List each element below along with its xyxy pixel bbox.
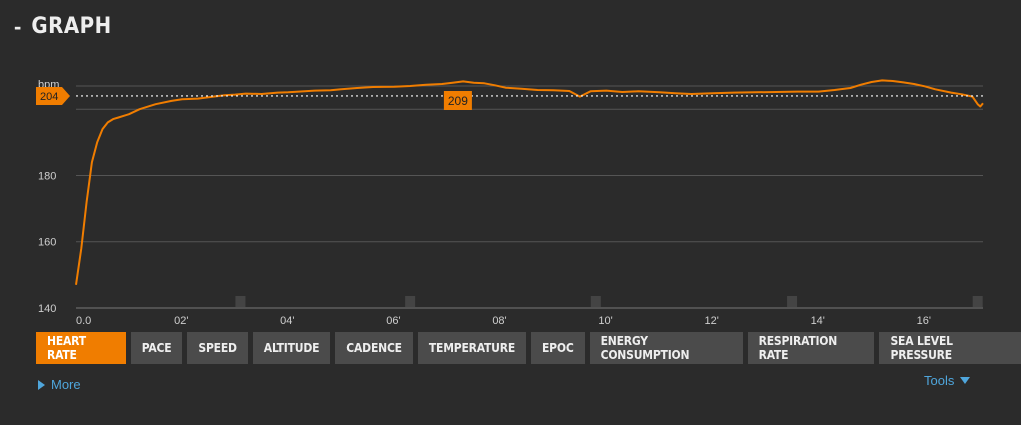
more-link[interactable]: More bbox=[38, 377, 81, 392]
metric-button-pace[interactable]: PACE bbox=[130, 332, 183, 364]
more-label: More bbox=[51, 377, 81, 392]
x-tick-2: 02' bbox=[174, 315, 188, 327]
metric-button-altitude[interactable]: ALTITUDE bbox=[252, 332, 331, 364]
triangle-down-icon bbox=[960, 377, 971, 384]
lap-marker-0 bbox=[235, 296, 246, 307]
x-tick-0: 0.0 bbox=[76, 315, 91, 327]
metric-button-cadence[interactable]: CADENCE bbox=[335, 332, 413, 364]
section-title: GRAPH bbox=[31, 14, 112, 39]
x-tick-6: 06' bbox=[386, 315, 400, 327]
heart-rate-series-line bbox=[75, 79, 984, 285]
tools-label: Tools bbox=[924, 373, 955, 388]
lap-marker-1 bbox=[405, 296, 416, 307]
graph-header: - GRAPH bbox=[14, 14, 112, 39]
max-value-label: 209 bbox=[448, 94, 468, 108]
tools-dropdown[interactable]: Tools bbox=[924, 373, 971, 388]
metric-button-speed[interactable]: SPEED bbox=[187, 332, 248, 364]
max-badge bbox=[443, 91, 472, 110]
lap-marker-4 bbox=[972, 296, 983, 307]
metric-button-sea-level-pressure[interactable]: SEA LEVEL PRESSURE bbox=[879, 332, 1021, 364]
lap-marker-3 bbox=[787, 296, 798, 307]
lap-marker-2 bbox=[590, 296, 601, 307]
collapse-toggle[interactable]: - bbox=[14, 13, 22, 39]
x-tick-16: 16' bbox=[917, 315, 931, 327]
metric-button-energy-consumption[interactable]: ENERGY CONSUMPTION bbox=[589, 332, 743, 364]
average-value-label: 204 bbox=[40, 91, 58, 103]
x-tick-4: 04' bbox=[280, 315, 294, 327]
x-tick-10: 10' bbox=[598, 315, 612, 327]
average-badge bbox=[36, 86, 70, 105]
metric-button-temperature[interactable]: TEMPERATURE bbox=[417, 332, 526, 364]
average-line-group: 204 bbox=[36, 86, 983, 105]
triangle-right-icon bbox=[38, 379, 45, 390]
metric-button-epoc[interactable]: EPOC bbox=[531, 332, 585, 364]
lap-markers bbox=[235, 296, 983, 307]
metric-button-row: HEART RATE PACE SPEED ALTITUDE CADENCE TEMPER… bbox=[36, 332, 1021, 364]
y-tick-160: 160 bbox=[38, 237, 56, 249]
x-tick-12: 12' bbox=[704, 315, 718, 327]
x-tick-14: 14' bbox=[811, 315, 825, 327]
grid-lines bbox=[76, 85, 983, 309]
max-value-marker: 209 bbox=[443, 91, 472, 110]
y-tick-180: 180 bbox=[38, 170, 56, 182]
y-tick-140: 140 bbox=[38, 303, 56, 315]
x-axis: 0.0 02' 04' 06' 08' 10' 12' 14' 16' bbox=[76, 315, 931, 327]
metric-button-heart-rate[interactable]: HEART RATE bbox=[36, 332, 126, 364]
metric-button-respiration-rate[interactable]: RESPIRATION RATE bbox=[747, 332, 875, 364]
x-tick-8: 08' bbox=[492, 315, 506, 327]
